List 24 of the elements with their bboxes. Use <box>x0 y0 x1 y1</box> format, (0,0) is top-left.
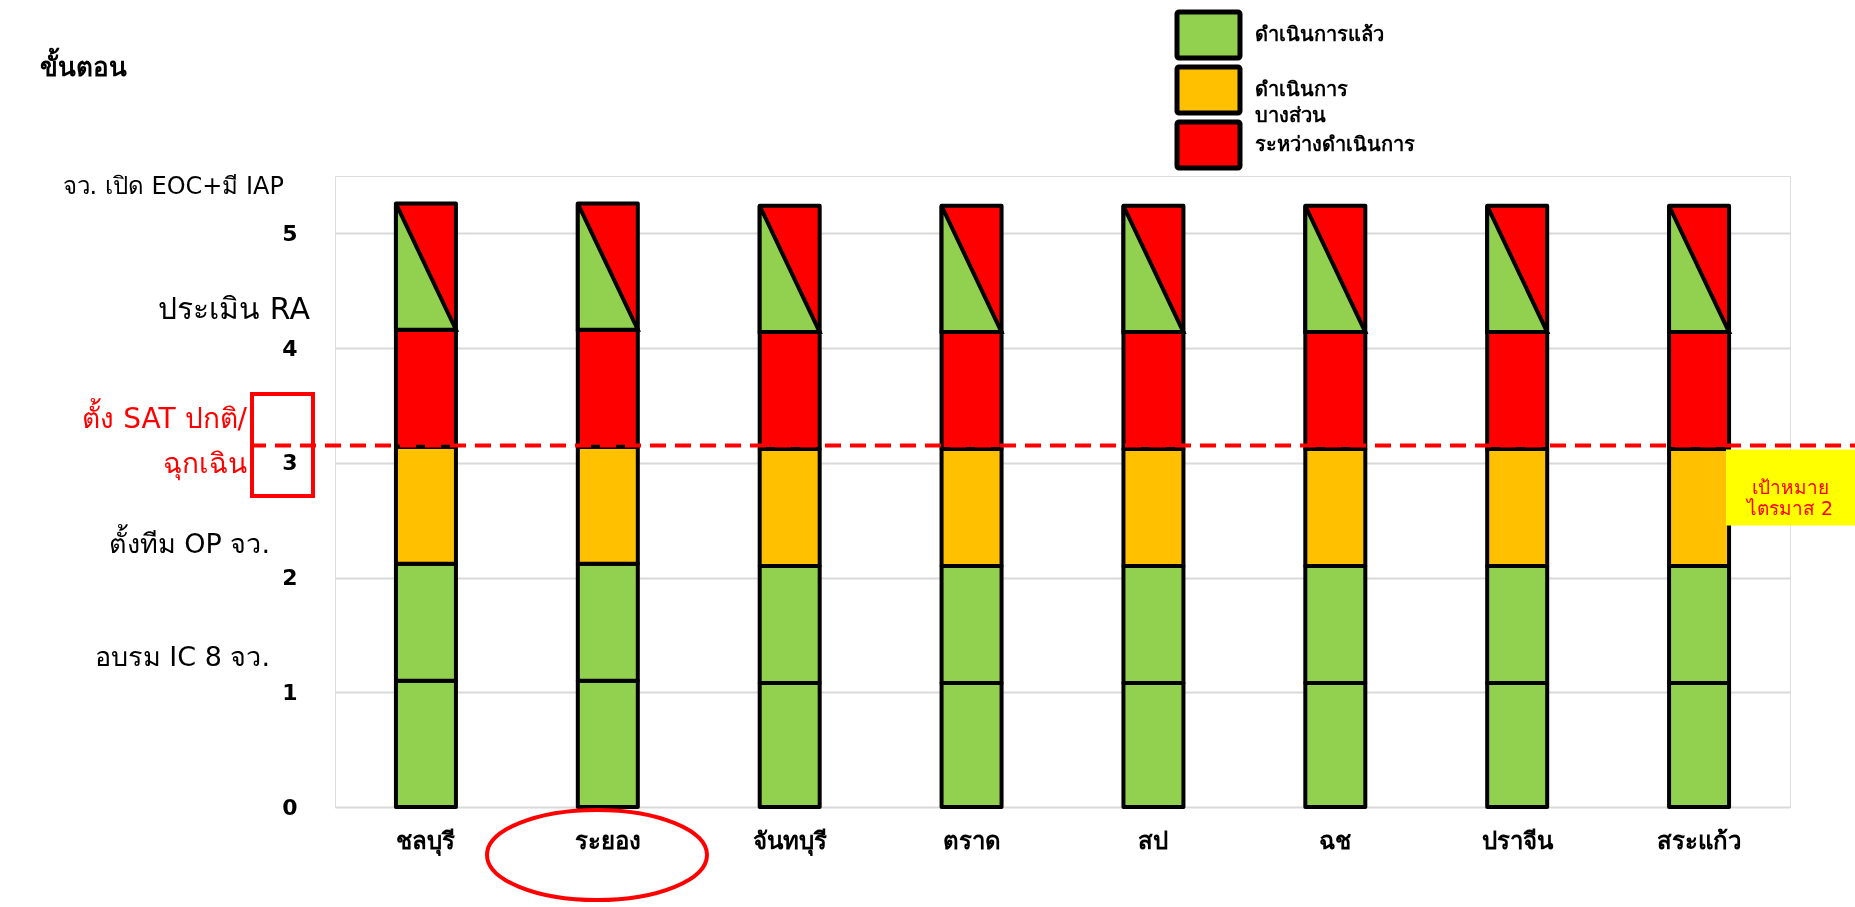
x-tick-label: ระยอง <box>574 826 641 855</box>
y-tick-label: 0 <box>282 794 298 820</box>
text: ประเมิน RA <box>158 291 311 326</box>
text: ตั้ง SAT ปกติ/ ฉุกเฉิน <box>82 398 248 481</box>
y-tick-label: 5 <box>282 220 298 246</box>
x-tick-label: ตราด <box>942 826 1001 855</box>
text: ตั้งทีม OP จว. <box>108 524 270 559</box>
y-tick-label: 2 <box>282 565 298 591</box>
ref-line-label: เป้าหมาย ไตรมาส 2 <box>1744 475 1834 519</box>
text: ขั้นตอน <box>40 47 127 82</box>
text: จว. เปิด EOC+มี IAP <box>62 172 284 200</box>
y-tick-label: 4 <box>282 335 298 361</box>
legend-label: ดำเนินการ บางส่วน <box>1255 77 1348 127</box>
y-tick-label: 3 <box>282 450 298 476</box>
x-tick-label: สป <box>1138 826 1169 855</box>
x-tick-label: ปราจีน <box>1481 826 1554 855</box>
legend-label: ดำเนินการแล้ว <box>1255 22 1384 46</box>
x-tick-label: ฉช <box>1319 826 1352 855</box>
x-tick-label: สระแก้ว <box>1657 826 1742 855</box>
y-tick-label: 1 <box>282 679 298 705</box>
x-tick-label: ชลบุรี <box>396 826 456 857</box>
x-tick-label: จันทบุรี <box>752 826 827 857</box>
text: อบรม IC 8 จว. <box>94 641 270 672</box>
legend-label: ระหว่างดำเนินการ <box>1255 132 1415 156</box>
